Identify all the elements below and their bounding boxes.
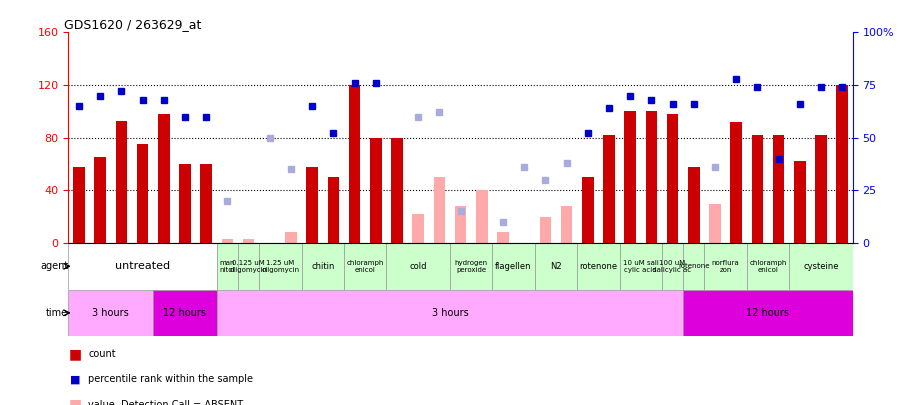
Text: 3 hours: 3 hours — [92, 308, 129, 318]
Text: time: time — [46, 308, 68, 318]
Bar — [624, 111, 635, 243]
Bar — [153, 290, 217, 336]
Bar — [534, 243, 577, 290]
Bar — [302, 243, 343, 290]
Bar — [116, 121, 128, 243]
Bar — [285, 232, 296, 243]
Bar — [772, 135, 783, 243]
Bar — [158, 114, 169, 243]
Text: agent: agent — [40, 261, 68, 271]
Bar — [217, 243, 238, 290]
Bar — [539, 217, 550, 243]
Bar — [221, 239, 233, 243]
Bar — [751, 135, 763, 243]
Bar — [496, 232, 508, 243]
Bar — [306, 167, 318, 243]
Bar — [94, 158, 106, 243]
Bar — [217, 290, 682, 336]
Text: GDS1620 / 263629_at: GDS1620 / 263629_at — [65, 18, 201, 31]
Bar — [581, 177, 593, 243]
Text: ■: ■ — [70, 375, 81, 384]
Bar — [788, 243, 852, 290]
Text: 3 hours: 3 hours — [431, 308, 468, 318]
Bar — [412, 214, 424, 243]
Bar — [619, 243, 661, 290]
Bar — [703, 243, 746, 290]
Bar — [238, 243, 259, 290]
Text: untreated: untreated — [115, 261, 170, 271]
Bar — [492, 243, 534, 290]
Text: cold: cold — [409, 262, 426, 271]
Text: 12 hours: 12 hours — [163, 308, 206, 318]
Bar — [433, 177, 445, 243]
Text: ■: ■ — [68, 347, 81, 361]
Text: rotenone: rotenone — [677, 263, 709, 269]
Bar — [200, 164, 211, 243]
Bar — [73, 167, 85, 243]
Bar — [560, 206, 572, 243]
Bar — [476, 190, 487, 243]
Text: chitin: chitin — [311, 262, 334, 271]
Bar — [645, 111, 657, 243]
Text: chloramph
enicol: chloramph enicol — [346, 260, 384, 273]
Bar — [242, 239, 254, 243]
Text: percentile rank within the sample: percentile rank within the sample — [88, 375, 253, 384]
Bar — [68, 243, 217, 290]
Text: man
nitol: man nitol — [220, 260, 235, 273]
Bar — [179, 164, 190, 243]
Text: rotenone: rotenone — [578, 262, 617, 271]
Bar — [449, 243, 492, 290]
Bar — [386, 243, 449, 290]
Text: value, Detection Call = ABSENT: value, Detection Call = ABSENT — [88, 400, 243, 405]
Bar — [348, 85, 360, 243]
Bar — [602, 135, 614, 243]
Text: 1.25 uM
oligomycin: 1.25 uM oligomycin — [261, 260, 299, 273]
Bar — [391, 138, 403, 243]
Text: N2: N2 — [549, 262, 561, 271]
Text: 100 uM
salicylic ac: 100 uM salicylic ac — [653, 260, 691, 273]
Text: chloramph
enicol: chloramph enicol — [749, 260, 786, 273]
Bar — [370, 138, 381, 243]
Bar — [327, 177, 339, 243]
Bar — [746, 243, 788, 290]
Text: count: count — [88, 350, 116, 359]
Text: cysteine: cysteine — [803, 262, 838, 271]
Bar — [682, 290, 852, 336]
Text: flagellen: flagellen — [495, 262, 531, 271]
Bar — [137, 144, 148, 243]
Text: hydrogen
peroxide: hydrogen peroxide — [454, 260, 487, 273]
Bar — [577, 243, 619, 290]
Text: 12 hours: 12 hours — [745, 308, 789, 318]
Bar — [687, 167, 699, 243]
Bar — [814, 135, 826, 243]
Bar — [259, 243, 302, 290]
Bar — [666, 114, 678, 243]
Bar — [709, 203, 720, 243]
Text: ■: ■ — [68, 398, 81, 405]
Bar — [793, 161, 804, 243]
Bar — [835, 85, 847, 243]
Text: norflura
zon: norflura zon — [711, 260, 739, 273]
Text: 10 uM sali
cylic acid: 10 uM sali cylic acid — [622, 260, 658, 273]
Text: 0.125 uM
oligomycin: 0.125 uM oligomycin — [230, 260, 267, 273]
Bar — [661, 243, 682, 290]
Bar — [68, 290, 153, 336]
Bar — [343, 243, 386, 290]
Bar — [730, 122, 742, 243]
Bar — [455, 206, 466, 243]
Bar — [682, 243, 703, 290]
